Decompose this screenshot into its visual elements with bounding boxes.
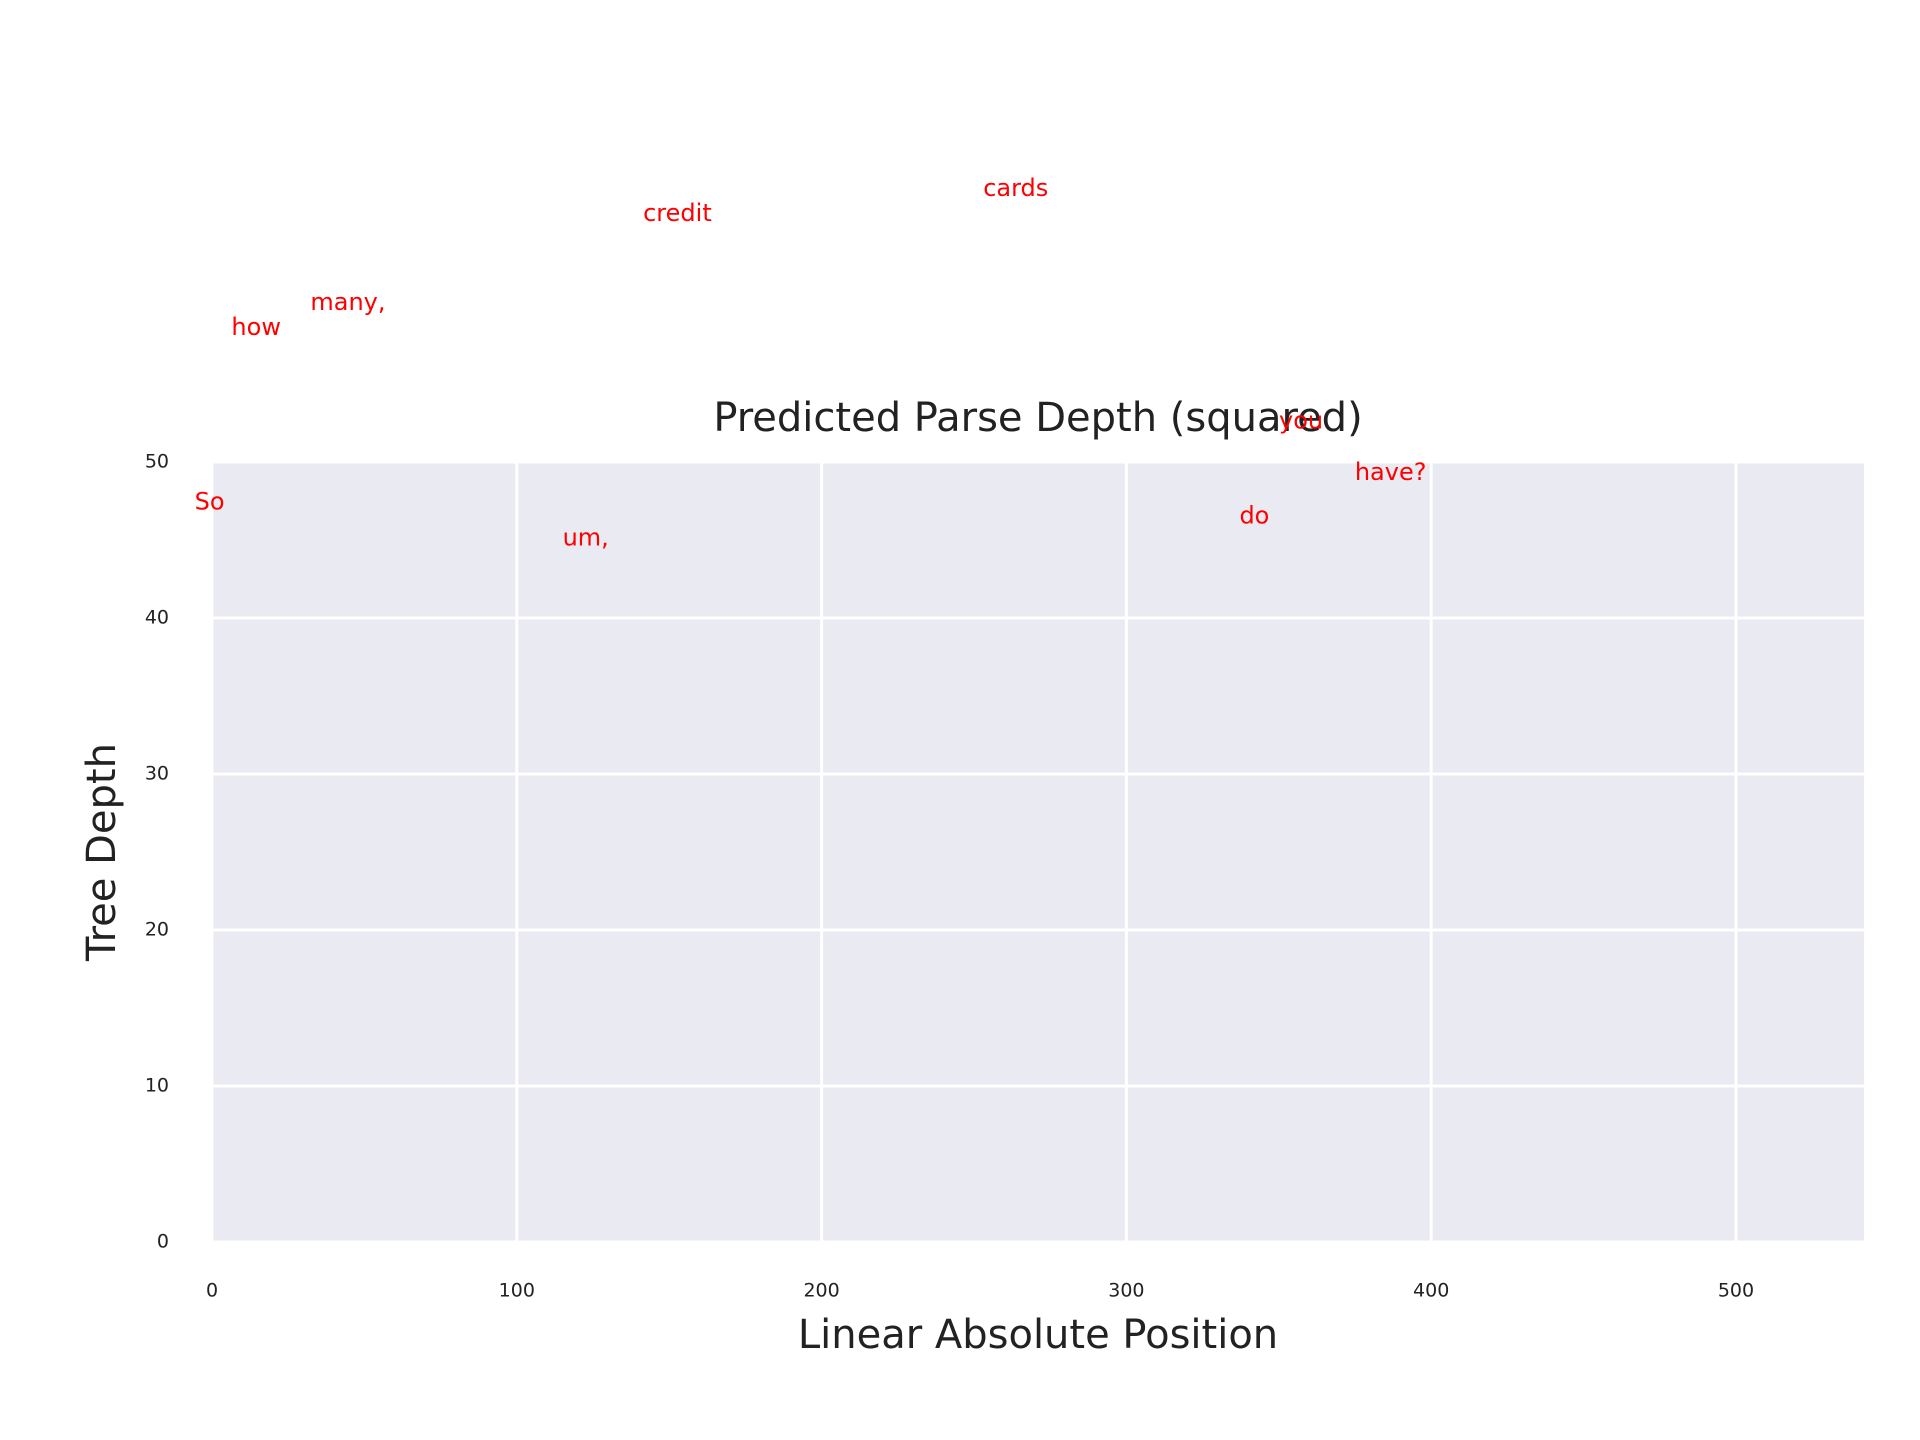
x-tick-label: 500 [1718,1280,1754,1302]
word-label: you [1279,406,1323,434]
x-tick-label: 100 [499,1280,535,1302]
word-label: um, [563,523,609,551]
word-label: many, [310,288,385,316]
y-tick-label: 0 [157,1231,169,1253]
x-tick-label: 0 [206,1280,218,1302]
y-tick-label: 30 [145,763,169,785]
x-tick-label: 200 [803,1280,839,1302]
word-label: cards [983,174,1048,202]
word-label: credit [643,199,712,227]
word-label: do [1239,502,1269,530]
y-tick-label: 50 [145,451,169,473]
x-tick-label: 400 [1413,1280,1449,1302]
chart-title: Predicted Parse Depth (squared) [713,395,1362,441]
x-axis-label: Linear Absolute Position [798,1312,1278,1358]
y-tick-label: 20 [145,919,169,941]
plot-area [212,462,1864,1242]
word-label: So [195,488,225,516]
y-tick-label: 10 [145,1075,169,1097]
y-tick-label: 40 [145,607,169,629]
y-axis-label: Tree Depth [79,743,125,962]
word-label: how [231,313,281,341]
x-tick-label: 300 [1108,1280,1144,1302]
word-label: have? [1355,458,1427,486]
